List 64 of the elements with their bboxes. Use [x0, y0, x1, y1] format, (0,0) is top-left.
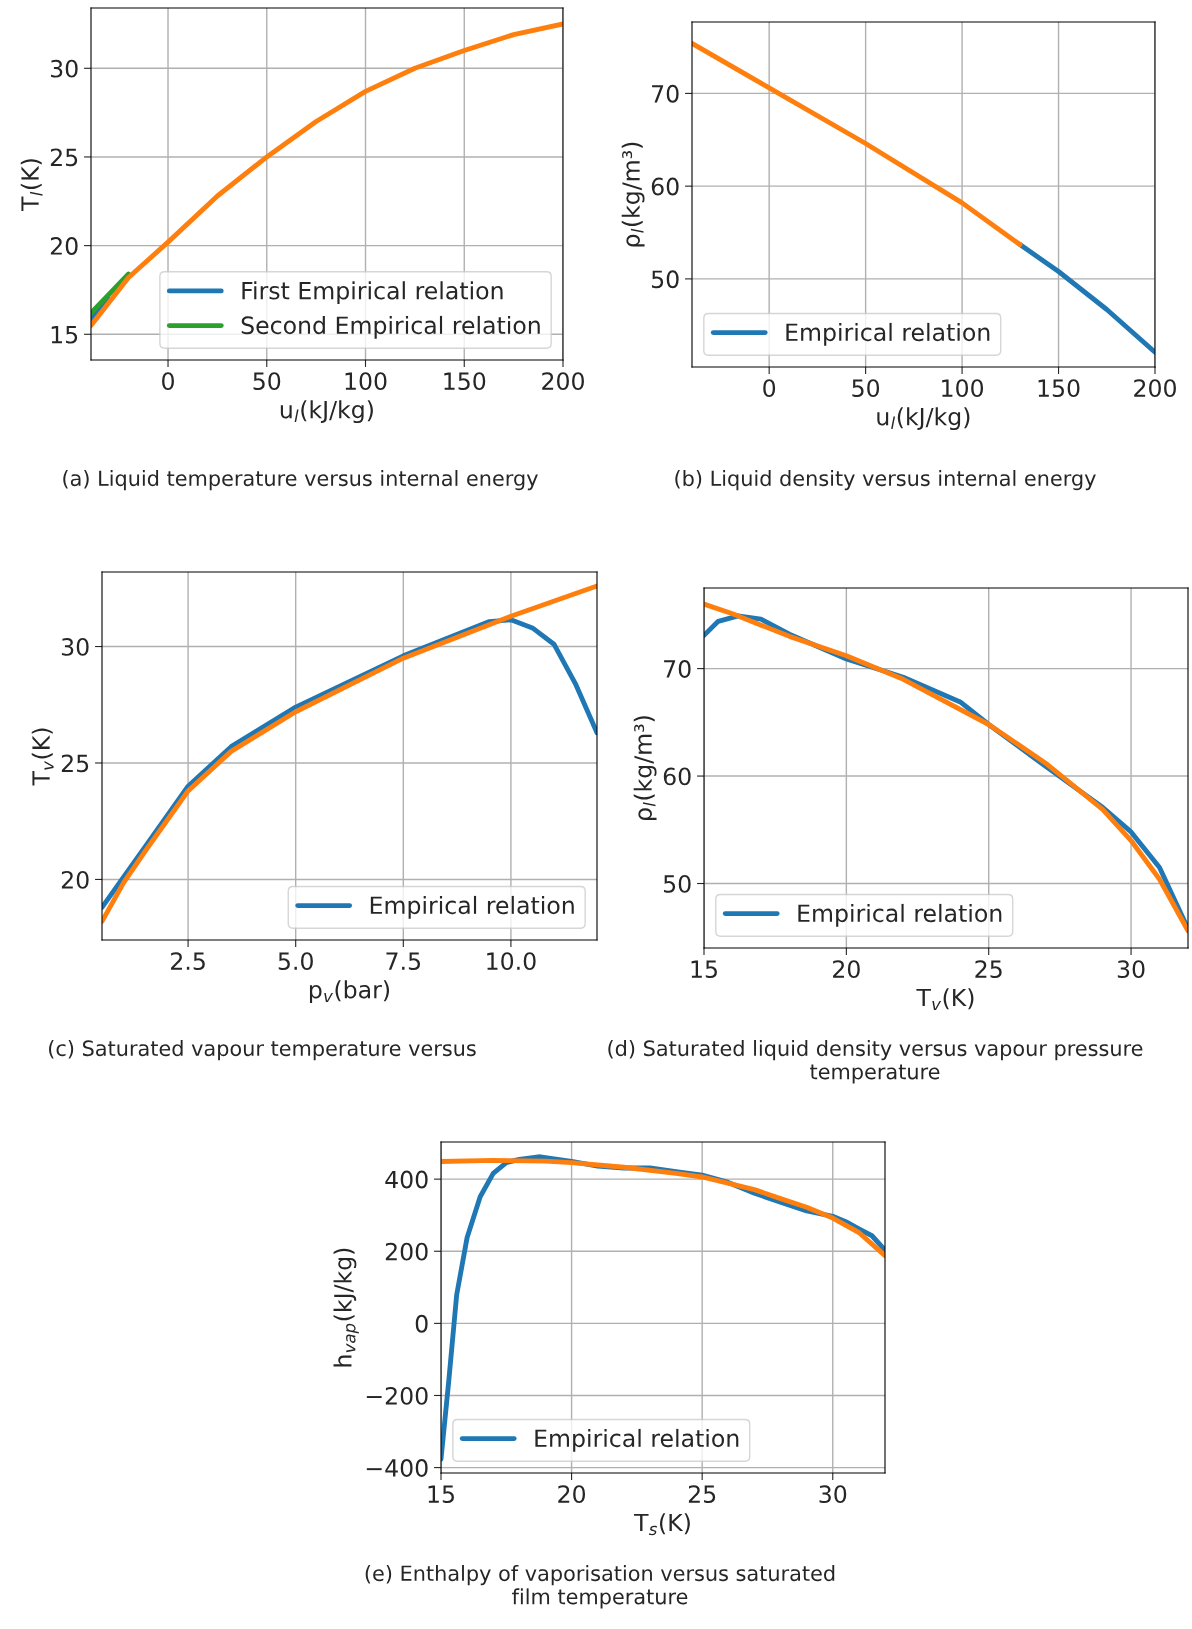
- x-tick-label: 30: [1117, 960, 1145, 979]
- x-axis-title: T$_{v}$(K): [916, 988, 974, 1010]
- y-tick-label: 0: [415, 1314, 428, 1333]
- y-tick-label: 200: [385, 1242, 428, 1261]
- x-tick-label: 15: [691, 960, 717, 979]
- text: (e) Enthalpy of vaporisation versus saturated film temperature: [365, 1565, 835, 1609]
- y-tick-label: 20: [50, 237, 78, 255]
- x-tick-label: 150: [1038, 379, 1080, 398]
- y-tick-label: 60: [651, 177, 679, 196]
- x-tick-label: 15: [428, 1485, 454, 1504]
- y-tick-label: −400: [366, 1459, 428, 1477]
- x-tick-label: 5.0: [278, 952, 313, 971]
- legend-label: Empirical relation: [370, 895, 574, 919]
- x-axis-title: u$_{l}$(kJ/kg): [877, 407, 970, 431]
- y-tick-label: 15: [51, 326, 78, 344]
- y-tick-label: 50: [663, 874, 691, 893]
- line-series: [1017, 242, 1155, 355]
- legend-label: Empirical relation: [798, 903, 1002, 927]
- text: (b) Liquid density versus internal energy: [675, 470, 1096, 491]
- x-tick-label: 25: [688, 1485, 716, 1504]
- x-tick-label: 50: [852, 379, 880, 398]
- y-tick-label: 50: [651, 270, 679, 289]
- line-series: [692, 40, 1023, 248]
- legend-label: Empirical relation: [535, 1428, 739, 1452]
- x-tick-label: 100: [345, 372, 387, 391]
- y-tick-label: 70: [652, 84, 679, 103]
- text: (c) Saturated vapour temperature versus: [49, 1040, 476, 1061]
- x-tick-label: 20: [833, 960, 860, 979]
- y-tick-label: 70: [664, 660, 691, 678]
- legend-label: Empirical relation: [786, 322, 990, 346]
- y-axis-title: T$_{v}$(K): [31, 728, 54, 786]
- x-tick-label: 30: [819, 1485, 847, 1504]
- x-tick-label: 100: [942, 379, 984, 398]
- line-series: [441, 1157, 885, 1259]
- y-tick-label: 25: [61, 754, 89, 773]
- x-tick-label: 2.5: [171, 952, 205, 971]
- x-tick-label: 25: [975, 960, 1002, 979]
- legend-label: First Empirical relation: [242, 281, 503, 305]
- x-tick-label: 0: [763, 379, 776, 398]
- x-tick-label: 200: [1134, 379, 1176, 398]
- y-tick-label: 30: [61, 637, 89, 656]
- y-axis-title: ρ$_{l}$(kg/m³): [633, 716, 657, 820]
- x-tick-label: 200: [542, 372, 584, 391]
- text: (a) Liquid temperature versus internal energy: [63, 470, 538, 491]
- x-tick-label: 20: [558, 1485, 586, 1504]
- y-axis-title: ρ$_{l}$(kg/m³): [621, 142, 645, 247]
- y-tick-label: 20: [61, 870, 89, 889]
- y-axis-title: h$_{vap}$(kJ/kg): [333, 1248, 359, 1367]
- x-tick-label: 7.5: [386, 952, 421, 971]
- y-tick-label: 25: [50, 148, 78, 167]
- y-tick-label: 30: [50, 59, 78, 78]
- x-axis-title: p$_{v}$(bar): [309, 980, 390, 1004]
- x-tick-label: 50: [253, 372, 281, 391]
- x-tick-label: 10.0: [487, 952, 536, 971]
- y-tick-label: 60: [663, 767, 691, 786]
- x-tick-label: 0: [162, 372, 174, 391]
- x-axis-title: u$_{l}$(kJ/kg): [280, 400, 373, 424]
- x-tick-label: 150: [444, 372, 486, 391]
- text: (d) Saturated liquid density versus vapour pressure temperature: [608, 1040, 1143, 1084]
- legend-label: Second Empirical relation: [241, 315, 540, 339]
- y-axis-title: T$_{l}$(K): [20, 159, 43, 211]
- y-tick-label: −200: [366, 1386, 428, 1405]
- x-axis-title: T$_{s}$(K): [634, 1513, 690, 1536]
- y-tick-label: 400: [385, 1170, 428, 1189]
